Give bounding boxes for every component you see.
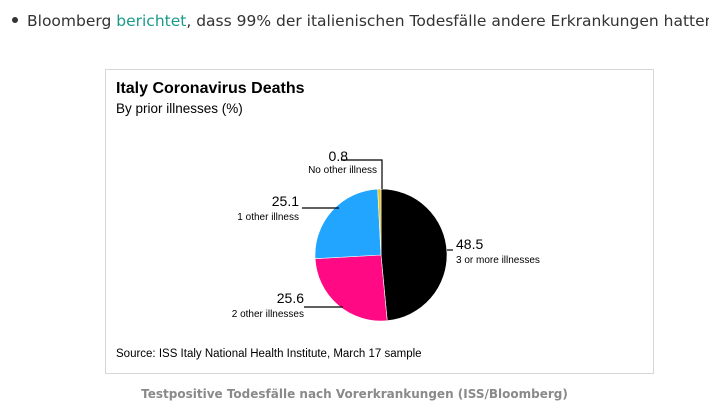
slice-value-label-1: 25.6: [277, 290, 304, 306]
slice-category-label-2: 1 other illness: [237, 212, 299, 223]
bullet-text-prefix: Bloomberg: [27, 12, 117, 30]
chart-source: Source: ISS Italy National Health Instit…: [116, 348, 422, 360]
chart-figure: Italy Coronavirus Deaths By prior illnes…: [105, 69, 654, 374]
slice-value-label-0: 48.5: [456, 236, 483, 252]
pie-slice-3: [377, 188, 382, 256]
figure-caption: Testpositive Todesfälle nach Vorerkranku…: [141, 387, 568, 401]
chart-title: Italy Coronavirus Deaths: [116, 80, 305, 97]
slice-value-label-3: 0.8: [329, 148, 349, 164]
pie-chart: 48.5 3 or more illnesses 25.6 2 other illne…: [232, 148, 540, 322]
bullet-dot-icon: [12, 16, 18, 23]
bullet-item: Bloomberg berichtet, dass 99% der italie…: [12, 12, 709, 30]
slice-category-label-1: 2 other illnesses: [232, 309, 304, 320]
berichtet-link[interactable]: berichtet: [116, 12, 187, 30]
slice-category-label-3: No other illness: [308, 165, 377, 176]
leader-line-3: [341, 159, 383, 189]
slice-value-label-2: 25.1: [272, 193, 299, 209]
pie-slice-0: [380, 188, 448, 322]
slice-category-label-0: 3 or more illnesses: [456, 255, 540, 266]
pie-slice-1: [314, 254, 388, 322]
bullet-text-suffix: , dass 99% der italienischen Todesfälle …: [186, 12, 709, 30]
pie-slice-2: [314, 188, 382, 260]
chart-subtitle: By prior illnesses (%): [116, 101, 243, 116]
